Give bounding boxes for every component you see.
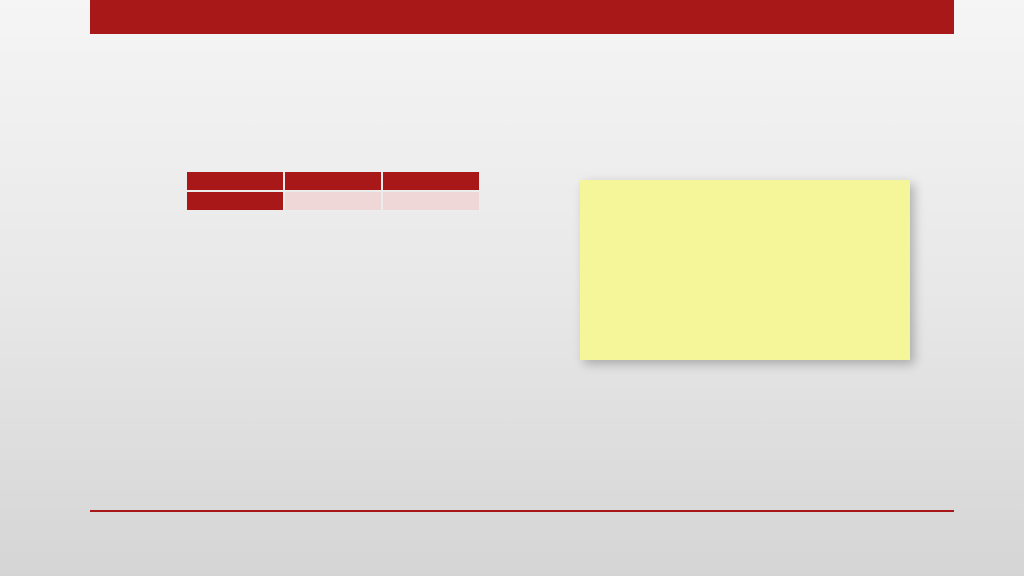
cell xyxy=(383,172,479,190)
content-area xyxy=(72,58,952,82)
cell xyxy=(383,192,479,210)
table-row xyxy=(187,172,479,190)
cell xyxy=(285,192,381,210)
cell xyxy=(285,172,381,190)
bottom-rule xyxy=(90,510,954,512)
row-label-x xyxy=(187,172,283,190)
graph-panel xyxy=(580,180,910,360)
top-bar xyxy=(90,0,954,34)
graph-svg xyxy=(580,180,910,360)
row-label-y xyxy=(187,192,283,210)
solution-table xyxy=(185,170,481,212)
table-row xyxy=(187,192,479,210)
